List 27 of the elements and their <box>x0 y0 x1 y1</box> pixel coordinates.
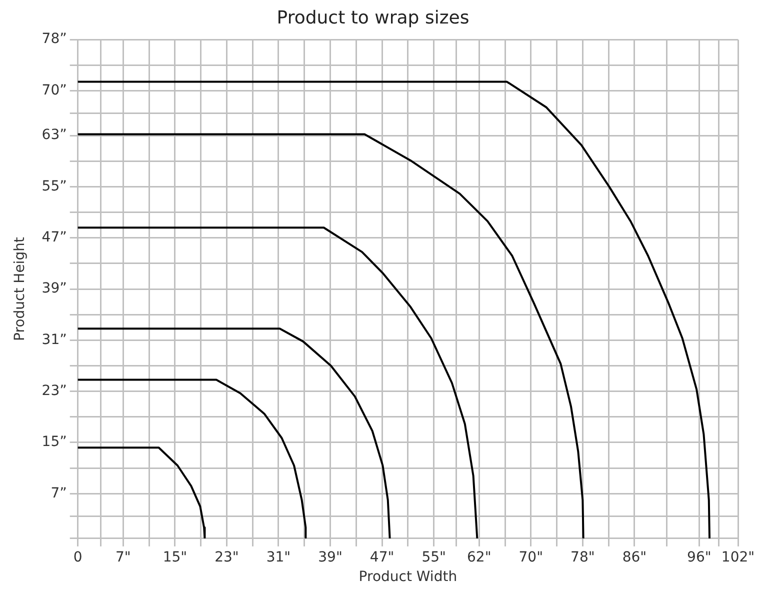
y-tick-label: 70” <box>42 82 67 98</box>
x-tick-label: 78" <box>570 549 595 566</box>
y-axis-title: Product Height <box>12 236 28 341</box>
chart-title: Product to wrap sizes <box>276 7 470 28</box>
y-tick-label: 7” <box>50 485 67 502</box>
x-tick-label: 86" <box>622 549 647 566</box>
x-tick-label: 23" <box>214 549 239 566</box>
x-tick-label: 7" <box>115 549 131 566</box>
x-tick-label: 70" <box>518 549 544 566</box>
x-tick-label: 47" <box>370 549 394 566</box>
x-tick-label: 55" <box>422 549 446 566</box>
x-tick-label: 62" <box>466 549 492 566</box>
y-tick-label: 15” <box>42 434 67 450</box>
x-axis-title: Product Width <box>358 569 458 586</box>
x-tick-label: 102" <box>721 549 755 566</box>
y-tick-label: 23” <box>42 382 67 399</box>
x-tick-label: 39" <box>318 549 342 566</box>
y-tick-label: 55” <box>42 178 67 194</box>
y-tick-label: 63” <box>42 127 67 144</box>
y-tick-label: 47” <box>42 229 67 246</box>
y-tick-label: 39” <box>42 280 67 297</box>
x-tick-label: 0 <box>73 549 82 566</box>
x-tick-label: 96" <box>687 549 712 566</box>
x-tick-label: 31" <box>266 549 291 566</box>
y-tick-label: 78” <box>42 31 67 48</box>
y-tick-label: 31” <box>42 332 67 348</box>
x-tick-label: 15" <box>162 549 188 566</box>
